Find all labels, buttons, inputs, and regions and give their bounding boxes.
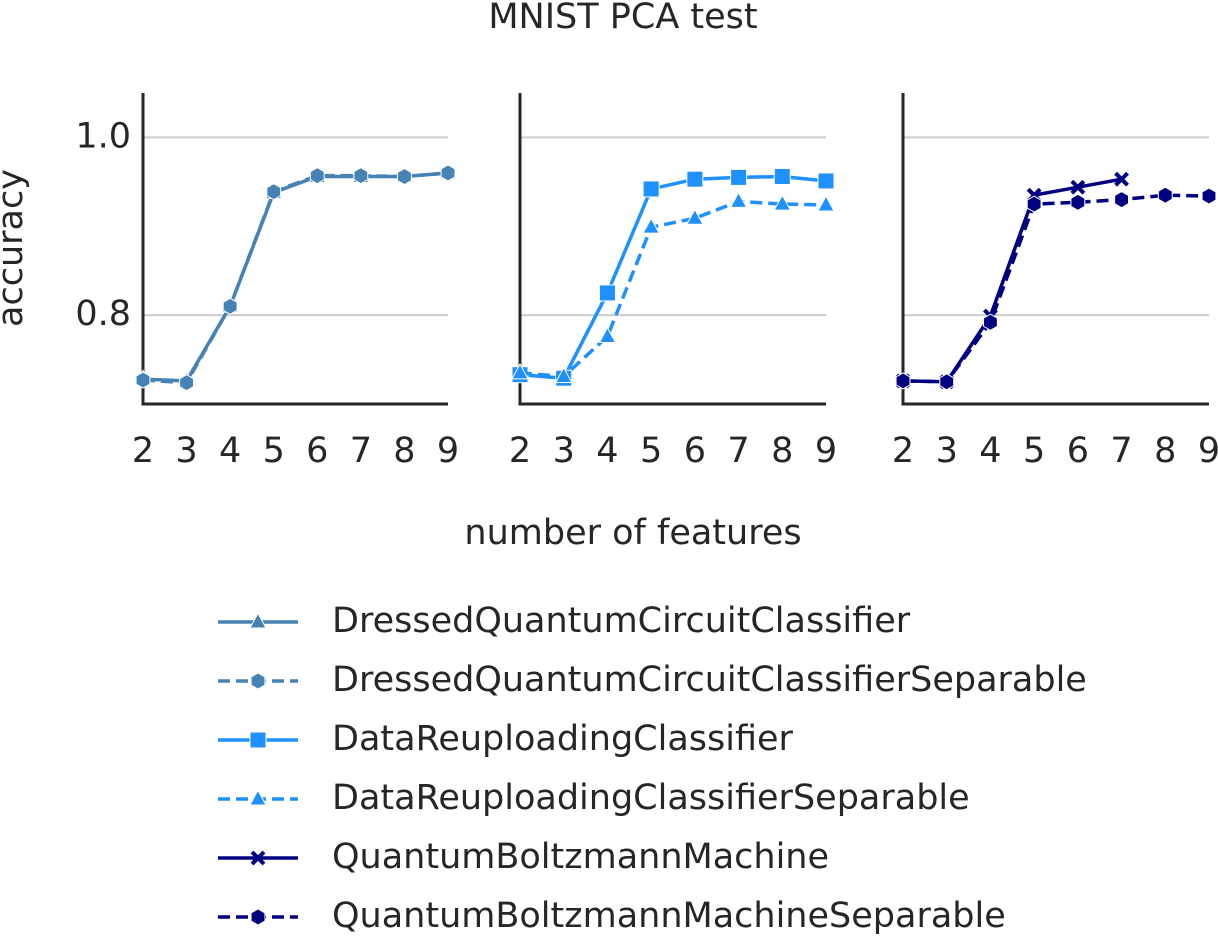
x-tick-label: 9 (815, 431, 837, 471)
x-tick-label: 9 (437, 431, 459, 471)
marker (135, 371, 151, 389)
marker (1070, 179, 1086, 195)
x-tick-label: 2 (132, 431, 154, 471)
x-tick-label: 6 (306, 431, 328, 471)
x-tick-label: 5 (1023, 431, 1045, 471)
legend-marker (250, 850, 266, 866)
series-line (902, 193, 1210, 384)
x-tick-label: 3 (175, 431, 197, 471)
legend-label: DataReuploadingClassifierSeparable (332, 778, 970, 818)
marker (222, 297, 238, 315)
marker (939, 373, 955, 391)
x-tick-label: 9 (1198, 431, 1218, 471)
legend-label: DressedQuantumCircuitClassifierSeparable (332, 660, 1087, 700)
x-tick-label: 2 (509, 431, 531, 471)
marker (309, 167, 325, 185)
x-tick-label: 6 (1067, 431, 1089, 471)
x-tick-label: 3 (936, 431, 958, 471)
marker (895, 372, 911, 390)
x-tick-label: 3 (553, 431, 575, 471)
y-tick-label: 1.0 (75, 116, 131, 156)
x-tick-label: 7 (350, 431, 372, 471)
marker (642, 180, 660, 198)
series-line (142, 171, 449, 385)
marker (598, 284, 616, 302)
marker (179, 374, 194, 392)
x-tick-label: 8 (771, 431, 793, 471)
legend-marker (249, 789, 267, 806)
marker (817, 195, 835, 212)
x-tick-label: 4 (979, 431, 1001, 471)
x-tick-label: 4 (596, 431, 618, 471)
marker (686, 208, 704, 225)
x-tick-label: 7 (727, 431, 749, 471)
marker (642, 217, 660, 234)
marker (1114, 191, 1129, 209)
y-axis-label: accuracy (0, 169, 31, 327)
series-line (519, 199, 827, 379)
x-tick-label: 6 (684, 431, 706, 471)
x-tick-label: 7 (1110, 431, 1132, 471)
marker (1114, 171, 1129, 187)
series-line (902, 177, 1122, 384)
legend-marker (249, 612, 267, 629)
series-line (142, 171, 449, 383)
marker (353, 167, 369, 185)
marker (1070, 193, 1086, 211)
marker (1157, 186, 1173, 204)
marker (1026, 195, 1042, 213)
marker (773, 168, 791, 186)
legend-label: QuantumBoltzmannMachineSeparable (332, 896, 1006, 936)
marker (397, 167, 412, 186)
marker (440, 164, 456, 182)
legend-label: DataReuploadingClassifier (332, 719, 794, 759)
legend-label: QuantumBoltzmannMachine (332, 837, 829, 877)
marker (686, 170, 704, 188)
marker (1201, 187, 1217, 205)
x-tick-label: 5 (640, 431, 662, 471)
legend-label: DressedQuantumCircuitClassifier (332, 601, 911, 641)
marker (773, 194, 792, 211)
marker (817, 172, 835, 190)
x-axis-label: number of features (464, 513, 801, 553)
marker (598, 326, 617, 343)
marker (266, 183, 282, 201)
legend-marker (249, 731, 267, 749)
x-tick-label: 2 (892, 431, 914, 471)
marker (729, 191, 748, 208)
legend-marker (250, 908, 266, 926)
marker (983, 313, 998, 331)
y-tick-label: 0.8 (75, 294, 131, 334)
x-tick-label: 4 (219, 431, 241, 471)
figure-title: MNIST PCA test (488, 0, 757, 37)
x-tick-label: 8 (393, 431, 415, 471)
x-tick-label: 8 (1154, 431, 1176, 471)
marker (511, 363, 529, 380)
legend-marker (250, 672, 266, 690)
marker (554, 366, 573, 383)
x-tick-label: 5 (263, 431, 285, 471)
marker (730, 168, 748, 186)
